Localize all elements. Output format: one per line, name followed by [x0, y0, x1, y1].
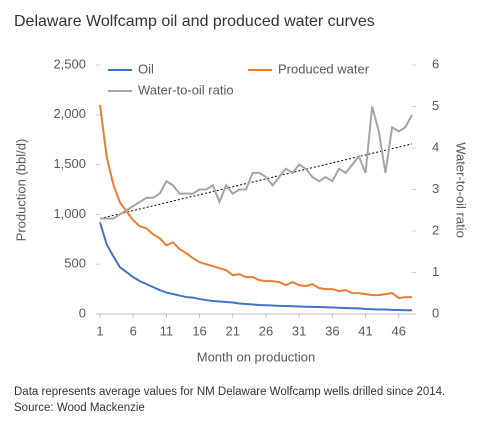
- y-tick-label: 0: [79, 305, 86, 320]
- trendline: [99, 143, 413, 220]
- y-tick-label: 500: [64, 256, 86, 271]
- x-tick-label: 41: [358, 323, 372, 338]
- x-tick-label: 46: [391, 323, 405, 338]
- y-tick-label: 1,500: [53, 156, 86, 171]
- x-tick-label: 16: [192, 323, 206, 338]
- series-line: [99, 222, 412, 312]
- x-axis-label: Month on production: [197, 349, 316, 364]
- y2-tick-label: 2: [432, 222, 439, 237]
- legend-label: Oil: [138, 61, 154, 76]
- y-tick-label: 1,000: [53, 206, 86, 221]
- x-tick-label: 1: [96, 323, 103, 338]
- y2-tick-label: 4: [432, 139, 439, 154]
- x-tick-label: 11: [160, 323, 174, 338]
- y-tick-label: 2,000: [53, 106, 86, 121]
- y2-tick-label: 0: [432, 305, 439, 320]
- chart-title: Delaware Wolfcamp oil and produced water…: [14, 13, 375, 30]
- y2-axis-label: Water-to-oil ratio: [454, 142, 469, 238]
- y2-tick-label: 3: [432, 181, 439, 196]
- x-tick-label: 6: [130, 323, 137, 338]
- legend-label: Water-to-oil ratio: [138, 82, 234, 97]
- footnote: Data represents average values for NM De…: [14, 386, 446, 414]
- series-line: [100, 106, 413, 220]
- y2-tick-label: 5: [432, 98, 439, 113]
- y2-tick-label: 6: [432, 56, 439, 71]
- y-axis-label: Production (bbl/d): [13, 139, 28, 242]
- x-tick-label: 36: [325, 323, 339, 338]
- x-tick-label: 26: [259, 323, 273, 338]
- series-line: [99, 104, 412, 300]
- x-tick-label: 31: [292, 323, 306, 338]
- chart: Delaware Wolfcamp oil and produced water…: [13, 13, 469, 364]
- x-tick-label: 21: [226, 323, 240, 338]
- y2-tick-label: 1: [432, 264, 439, 279]
- y-tick-label: 2,500: [53, 56, 86, 71]
- legend-label: Produced water: [278, 61, 370, 76]
